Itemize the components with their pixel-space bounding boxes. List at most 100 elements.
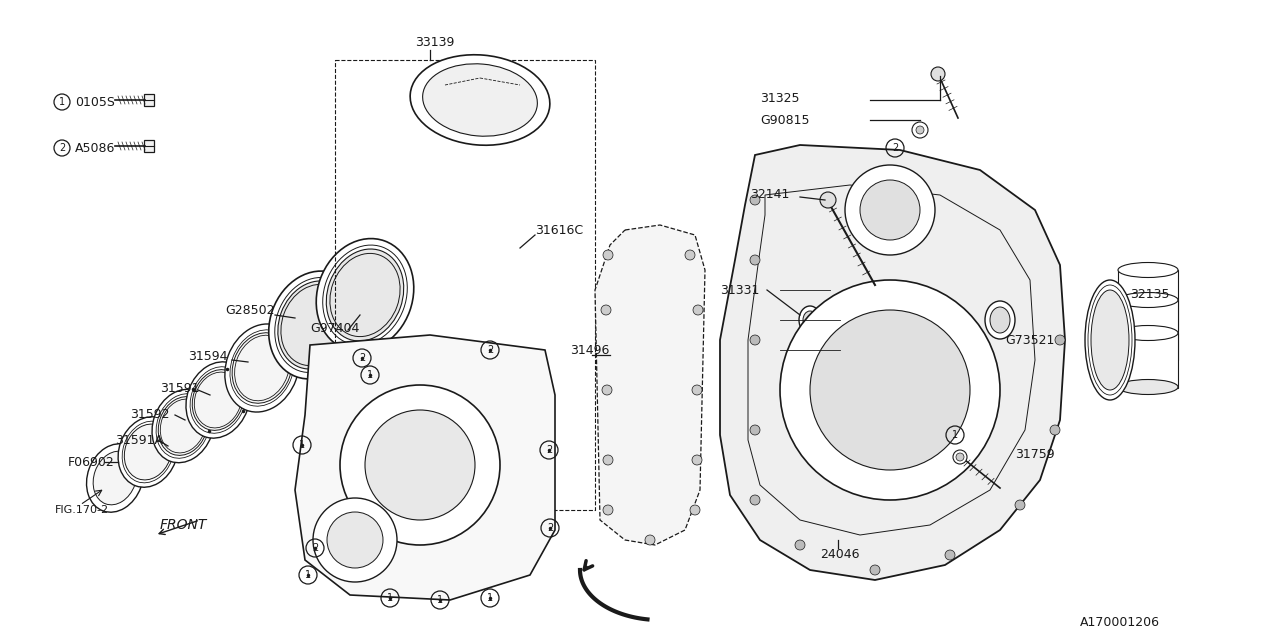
Circle shape: [690, 505, 700, 515]
Ellipse shape: [1091, 290, 1129, 390]
Polygon shape: [595, 225, 705, 545]
Text: 2: 2: [59, 143, 65, 153]
Circle shape: [1015, 500, 1025, 510]
Ellipse shape: [422, 64, 538, 136]
Text: FRONT: FRONT: [160, 518, 207, 532]
Ellipse shape: [1117, 323, 1178, 337]
Circle shape: [603, 505, 613, 515]
Ellipse shape: [986, 301, 1015, 339]
Text: 32141: 32141: [750, 189, 790, 202]
Ellipse shape: [93, 451, 137, 505]
Text: A170001206: A170001206: [1080, 616, 1160, 628]
Ellipse shape: [1117, 326, 1178, 340]
Text: 31331: 31331: [719, 284, 759, 296]
Ellipse shape: [186, 362, 250, 438]
Bar: [1117, 300, 1178, 360]
Text: F06902: F06902: [68, 456, 115, 468]
Circle shape: [750, 495, 760, 505]
Text: 31591A: 31591A: [115, 433, 163, 447]
Circle shape: [916, 126, 924, 134]
Text: 2: 2: [545, 445, 552, 455]
Text: 1: 1: [436, 595, 443, 605]
Ellipse shape: [269, 271, 361, 379]
Circle shape: [750, 255, 760, 265]
Circle shape: [1050, 425, 1060, 435]
Ellipse shape: [118, 417, 178, 487]
Text: 31325: 31325: [760, 92, 800, 104]
Text: 2: 2: [486, 345, 493, 355]
Ellipse shape: [1117, 353, 1178, 367]
Circle shape: [685, 250, 695, 260]
Ellipse shape: [799, 306, 820, 334]
Circle shape: [911, 122, 928, 138]
Ellipse shape: [232, 333, 292, 403]
Text: 2: 2: [892, 143, 899, 153]
Bar: [1117, 333, 1178, 388]
Bar: [1117, 270, 1178, 330]
Ellipse shape: [278, 281, 352, 369]
Text: 31591: 31591: [160, 381, 200, 394]
Text: 1: 1: [952, 430, 957, 440]
Circle shape: [1055, 335, 1065, 345]
Bar: [335, 60, 595, 510]
Circle shape: [810, 310, 970, 470]
Text: A5086: A5086: [76, 141, 115, 154]
Circle shape: [692, 385, 701, 395]
Text: 31496: 31496: [570, 344, 609, 356]
Polygon shape: [719, 145, 1065, 580]
Circle shape: [326, 512, 383, 568]
Text: 1: 1: [387, 593, 393, 603]
Circle shape: [603, 455, 613, 465]
Circle shape: [750, 335, 760, 345]
Circle shape: [860, 180, 920, 240]
Ellipse shape: [1085, 280, 1135, 400]
Ellipse shape: [326, 249, 403, 341]
Ellipse shape: [989, 307, 1010, 333]
Circle shape: [314, 498, 397, 582]
Text: 32135: 32135: [1130, 289, 1170, 301]
Ellipse shape: [1117, 380, 1178, 394]
Circle shape: [845, 165, 934, 255]
Text: G73521: G73521: [1005, 333, 1055, 346]
Circle shape: [820, 192, 836, 208]
Ellipse shape: [225, 324, 300, 412]
Bar: [143, 94, 154, 106]
Text: 1: 1: [486, 593, 493, 603]
Ellipse shape: [124, 424, 172, 480]
Text: 31616C: 31616C: [535, 223, 584, 237]
Text: 1: 1: [59, 97, 65, 107]
Circle shape: [602, 385, 612, 395]
Ellipse shape: [192, 370, 243, 430]
Circle shape: [692, 455, 701, 465]
Text: 2: 2: [312, 543, 319, 553]
Ellipse shape: [410, 55, 550, 145]
Circle shape: [603, 250, 613, 260]
Circle shape: [365, 410, 475, 520]
Ellipse shape: [316, 239, 413, 351]
Circle shape: [750, 425, 760, 435]
Circle shape: [692, 305, 703, 315]
Text: 1: 1: [305, 570, 311, 580]
Circle shape: [956, 453, 964, 461]
Polygon shape: [294, 335, 556, 600]
Text: 1: 1: [300, 440, 305, 450]
Text: G28502: G28502: [225, 303, 274, 317]
Circle shape: [750, 195, 760, 205]
Ellipse shape: [152, 389, 214, 463]
Circle shape: [795, 540, 805, 550]
Text: 31759: 31759: [1015, 449, 1055, 461]
Text: 31592: 31592: [131, 408, 169, 422]
Text: G90815: G90815: [760, 113, 809, 127]
Ellipse shape: [159, 397, 207, 456]
Text: FIG.170-2: FIG.170-2: [55, 505, 109, 515]
Text: G97404: G97404: [310, 321, 360, 335]
Circle shape: [870, 565, 881, 575]
Ellipse shape: [1117, 262, 1178, 278]
Text: 2: 2: [547, 523, 553, 533]
Ellipse shape: [803, 311, 817, 329]
Text: 24046: 24046: [820, 548, 859, 561]
Bar: [143, 140, 154, 152]
Circle shape: [645, 535, 655, 545]
Circle shape: [954, 450, 966, 464]
Ellipse shape: [87, 444, 143, 512]
